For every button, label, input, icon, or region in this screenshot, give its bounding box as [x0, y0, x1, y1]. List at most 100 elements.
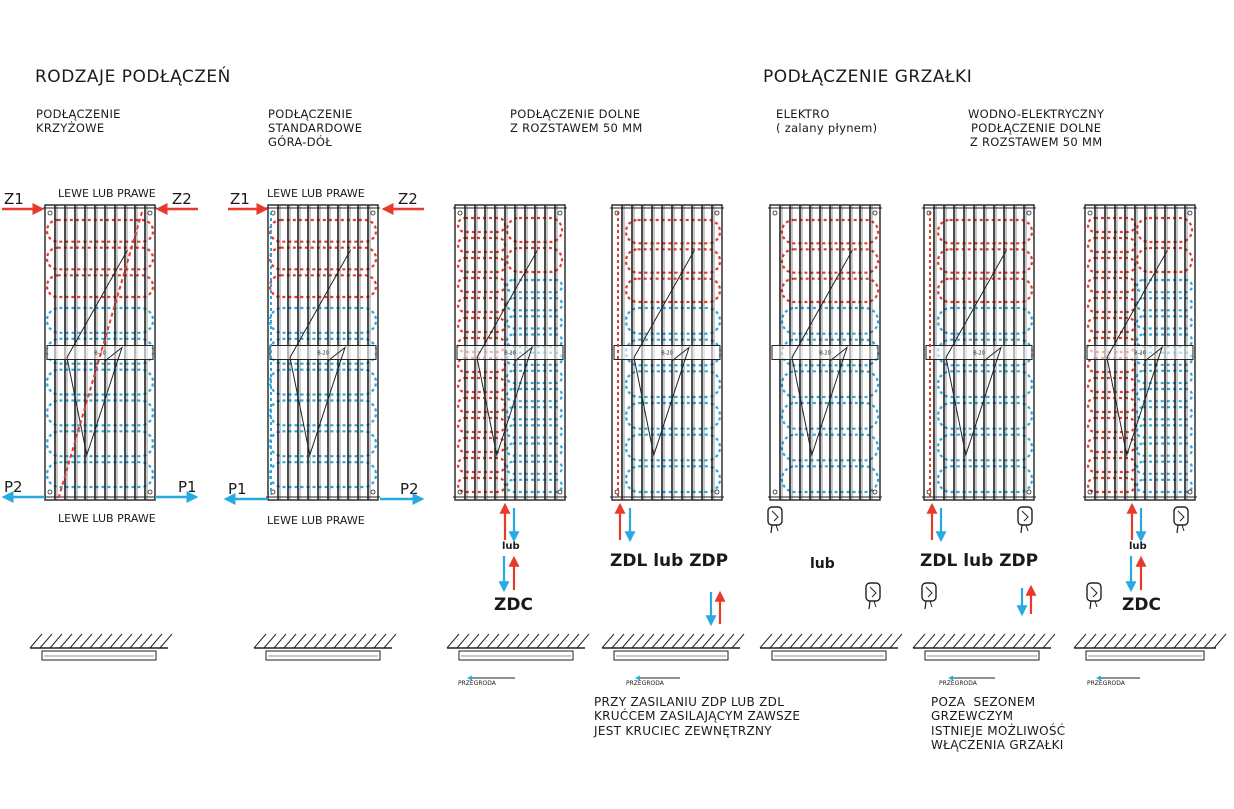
flow-loop	[624, 433, 722, 462]
wall-hatch	[1073, 633, 1087, 649]
flow-loop	[268, 274, 378, 299]
hanger-outline	[289, 249, 351, 457]
wall-hatch	[952, 633, 966, 649]
heater-body	[921, 582, 937, 602]
wall-hatch	[516, 633, 530, 649]
wall-hatch	[601, 633, 615, 649]
wall-hatch	[982, 633, 996, 649]
flow-loop	[936, 218, 1034, 245]
radiator-bar	[456, 345, 564, 360]
caption-cross: PODŁĄCZENIE KRZYŻOWE	[36, 107, 121, 135]
flow-loop	[624, 306, 722, 335]
wall-hatch	[1183, 633, 1197, 649]
wall-hatch	[253, 633, 267, 649]
wall-hatch	[869, 633, 883, 649]
wall-hatch	[661, 633, 675, 649]
wall-hatch	[79, 633, 93, 649]
connector-port	[772, 210, 778, 216]
wall-hatch	[691, 633, 705, 649]
wall-hatch	[29, 633, 43, 649]
panel-mark: B-20	[504, 351, 516, 357]
wall-hatch	[343, 633, 357, 649]
wall-hatch	[446, 633, 460, 649]
topview-6	[912, 633, 1056, 661]
wall-hatch	[59, 633, 73, 649]
radiator-frame	[769, 204, 881, 501]
wall-hatch	[456, 633, 470, 649]
port-z1-cross: Z1	[4, 190, 24, 208]
connector-port	[47, 210, 53, 216]
wall-hatch	[849, 633, 863, 649]
wall-hatch	[829, 633, 843, 649]
wall-hatch	[759, 633, 773, 649]
flow-loop	[936, 401, 1034, 430]
radiator-topview	[613, 650, 729, 661]
wall-hatch	[1022, 633, 1036, 649]
flow-loop	[268, 246, 378, 271]
heater-mark	[1021, 510, 1029, 522]
radiator-frame	[923, 204, 1035, 501]
wall-hatch	[992, 633, 1006, 649]
topview-7	[1073, 633, 1227, 661]
connector-port	[1087, 489, 1093, 495]
wall-hatch	[283, 633, 297, 649]
radiator-water-electric-zdl: B-20	[922, 204, 1036, 501]
heater-cable	[929, 600, 933, 608]
side-label-bottom-2: LEWE LUB PRAWE	[267, 514, 365, 527]
partition-label-3: PRZEGRODA	[939, 680, 977, 687]
flow-loop	[936, 248, 1034, 274]
connector-port	[1087, 210, 1093, 216]
wall-hatch	[972, 633, 986, 649]
flow-loop	[936, 465, 1034, 494]
connector-port	[557, 489, 563, 495]
heater-we-left	[921, 582, 937, 610]
heater-cable	[1094, 600, 1098, 608]
heater-body	[767, 506, 783, 526]
heater-body	[1017, 506, 1033, 526]
wall-hatch	[293, 633, 307, 649]
wall-hatch	[323, 633, 337, 649]
wall-hatch	[1213, 633, 1227, 649]
hanger-outline	[66, 249, 128, 457]
radiator-topview	[771, 650, 887, 661]
panel-mark: B-20	[317, 351, 329, 357]
wall-hatch	[566, 633, 580, 649]
heater-mark	[771, 510, 779, 522]
wall-hatch	[641, 633, 655, 649]
radiator-bar	[1086, 345, 1194, 360]
cross-flow-line	[57, 211, 143, 501]
option-lub-1: lub	[502, 541, 520, 552]
wall-hatch	[69, 633, 83, 649]
wall-hatch	[889, 633, 903, 649]
wall-hatch	[576, 633, 590, 649]
flow-loop	[624, 218, 722, 245]
wall-hatch	[879, 633, 893, 649]
flow-loop	[624, 465, 722, 494]
wall-hatch	[486, 633, 500, 649]
option-zdl-zdp-2: ZDL lub ZDP	[920, 551, 1039, 571]
wall-hatch	[1093, 633, 1107, 649]
radiator-topview	[41, 650, 157, 661]
connector-port	[872, 210, 878, 216]
topview-5	[759, 633, 903, 661]
connector-port	[872, 489, 878, 495]
hanger-outline	[945, 249, 1007, 457]
wall-hatch	[859, 633, 873, 649]
caption-standard: PODŁĄCZENIE STANDARDOWE GÓRA-DÓŁ	[268, 107, 363, 149]
panel-mark: B-20	[973, 351, 985, 357]
heater-cable	[924, 600, 927, 610]
side-label-top-2: LEWE LUB PRAWE	[267, 187, 365, 200]
wall-hatch	[466, 633, 480, 649]
radiator-topview	[1085, 650, 1205, 661]
connector-port	[1026, 489, 1032, 495]
panel-mark: B-20	[819, 351, 831, 357]
radiator-topview	[458, 650, 574, 661]
note-heater-season: POZA SEZONEM GRZEWCZYM ISTNIEJE MOŻLIWOŚ…	[931, 695, 1066, 753]
partition-label-1: PRZEGRODA	[458, 680, 496, 687]
connector-port	[147, 489, 153, 495]
caption-water-electric: WODNO-ELEKTRYCZNY PODŁĄCZENIE DOLNE Z RO…	[968, 107, 1105, 149]
wall-hatch	[1193, 633, 1207, 649]
heater-body	[865, 582, 881, 602]
wall-hatch	[139, 633, 153, 649]
